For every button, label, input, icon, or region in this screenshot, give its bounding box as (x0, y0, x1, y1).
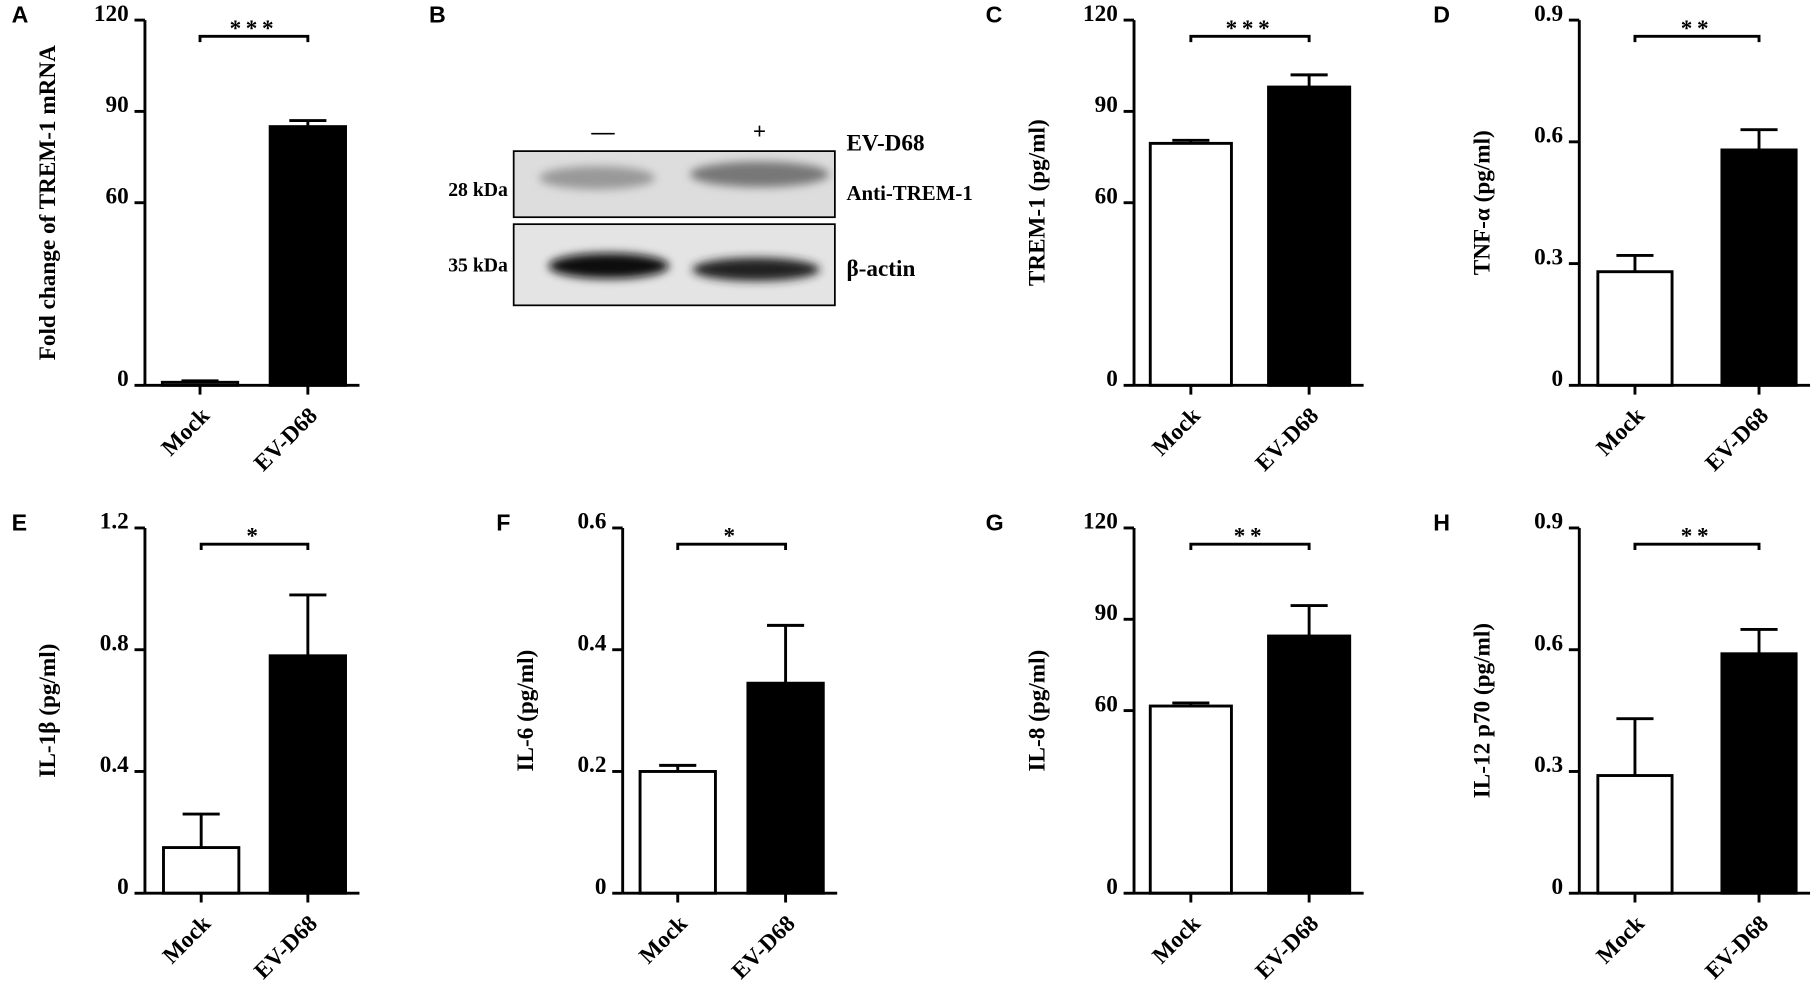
x-tick-label: EV-D68 (1250, 911, 1324, 985)
row-label: Anti-TREM-1 (846, 181, 972, 205)
band (692, 257, 820, 281)
bar (1720, 652, 1798, 895)
y-tick-label: 0.4 (577, 630, 606, 656)
y-tick-label: 0 (1551, 366, 1563, 392)
x-tick-label: EV-D68 (727, 911, 801, 985)
y-tick-label: 0.2 (577, 752, 606, 778)
y-tick-label: 60 (1095, 183, 1118, 209)
x-tick-label: Mock (1591, 911, 1650, 970)
significance-bracket (1633, 34, 1761, 43)
y-tick-label: 0 (1106, 874, 1118, 900)
y-axis-label: IL-1β (pg/ml) (35, 644, 61, 778)
panel-label: H (1433, 510, 1450, 536)
y-tick-label: 0 (595, 874, 607, 900)
band (689, 161, 830, 188)
lane-label: — (590, 119, 615, 145)
panel-label: A (12, 2, 29, 28)
panel-label: E (12, 510, 27, 536)
significance-bracket (199, 542, 310, 550)
y-tick-label: 120 (1083, 509, 1118, 535)
x-tick-label: Mock (157, 403, 216, 462)
y-tick-label: 1.2 (100, 509, 129, 535)
y-tick-label: 0 (117, 874, 129, 900)
x-tick-label: Mock (1591, 403, 1650, 462)
bar (1720, 148, 1798, 387)
y-tick-label: 90 (106, 92, 129, 118)
panel-label: C (986, 2, 1003, 28)
significance-label: *** (230, 16, 279, 42)
y-tick-label: 60 (106, 183, 129, 209)
x-tick-label: EV-D68 (249, 911, 323, 985)
significance-bracket (1633, 542, 1761, 550)
bar (268, 654, 347, 895)
lane-label: + (753, 119, 766, 145)
y-tick-label: 0.3 (1534, 244, 1563, 270)
y-tick-label: 90 (1095, 92, 1118, 118)
panel-label: D (1433, 2, 1450, 28)
y-axis-label: TNF-α (pg/ml) (1470, 130, 1496, 275)
y-axis-label: Fold change of TREM-1 mRNA (35, 45, 61, 360)
y-tick-label: 0.8 (100, 630, 129, 656)
panel-label: B (429, 2, 446, 28)
x-tick-label: EV-D68 (1250, 403, 1324, 477)
y-tick-label: 0 (117, 366, 129, 392)
y-axis-label: IL-8 (pg/ml) (1024, 650, 1050, 772)
y-tick-label: 0.6 (1534, 630, 1563, 656)
y-tick-label: 0.6 (1534, 123, 1563, 149)
x-tick-label: EV-D68 (1700, 911, 1774, 985)
y-tick-label: 0.9 (1534, 1, 1563, 27)
bar (1148, 141, 1233, 387)
significance-label: ** (1681, 524, 1713, 550)
size-label: 28 kDa (448, 179, 508, 201)
band (548, 253, 670, 279)
bar (1148, 704, 1233, 895)
size-label: 35 kDa (448, 255, 508, 277)
significance-label: ** (1681, 16, 1713, 42)
bar (746, 681, 825, 895)
y-tick-label: 0.6 (577, 509, 606, 535)
y-tick-label: 120 (94, 1, 129, 27)
western-blot: B — + EV-D68 28 kDa Anti-TREM-1 35 kDa β… (429, 2, 973, 307)
y-axis-label: IL-12 p70 (pg/ml) (1470, 623, 1496, 798)
significance-label: * (246, 524, 262, 550)
panel-label: G (986, 510, 1004, 536)
y-tick-label: 0 (1106, 366, 1118, 392)
panel-label: F (496, 510, 510, 536)
bar (268, 125, 347, 387)
x-tick-label: EV-D68 (249, 403, 323, 477)
x-tick-label: Mock (634, 911, 693, 970)
band (539, 166, 656, 190)
bar (1596, 270, 1674, 387)
significance-bracket (198, 34, 310, 43)
treatment-label: EV-D68 (846, 131, 924, 157)
x-tick-label: Mock (1147, 403, 1206, 462)
bar (1596, 774, 1674, 895)
x-tick-label: Mock (1147, 911, 1206, 970)
row-label: β-actin (846, 256, 915, 282)
bar (638, 770, 717, 895)
significance-label: ** (1234, 524, 1266, 550)
x-tick-label: Mock (158, 911, 217, 970)
bar (1267, 634, 1352, 895)
y-tick-label: 0.9 (1534, 509, 1563, 535)
bar (1267, 85, 1352, 387)
y-axis-label: TREM-1 (pg/ml) (1024, 119, 1050, 286)
y-tick-label: 0.3 (1534, 752, 1563, 778)
y-tick-label: 90 (1095, 600, 1118, 626)
y-tick-label: 0 (1551, 874, 1563, 900)
x-tick-label: EV-D68 (1700, 403, 1774, 477)
y-tick-label: 0.4 (100, 752, 129, 778)
y-tick-label: 60 (1095, 691, 1118, 717)
bar (162, 846, 241, 895)
y-tick-label: 120 (1083, 1, 1118, 27)
y-axis-label: IL-6 (pg/ml) (513, 650, 539, 772)
significance-bracket (1189, 542, 1311, 550)
significance-bracket (676, 542, 788, 550)
significance-bracket (1189, 34, 1311, 43)
significance-label: * (724, 524, 740, 550)
significance-label: *** (1226, 16, 1275, 42)
